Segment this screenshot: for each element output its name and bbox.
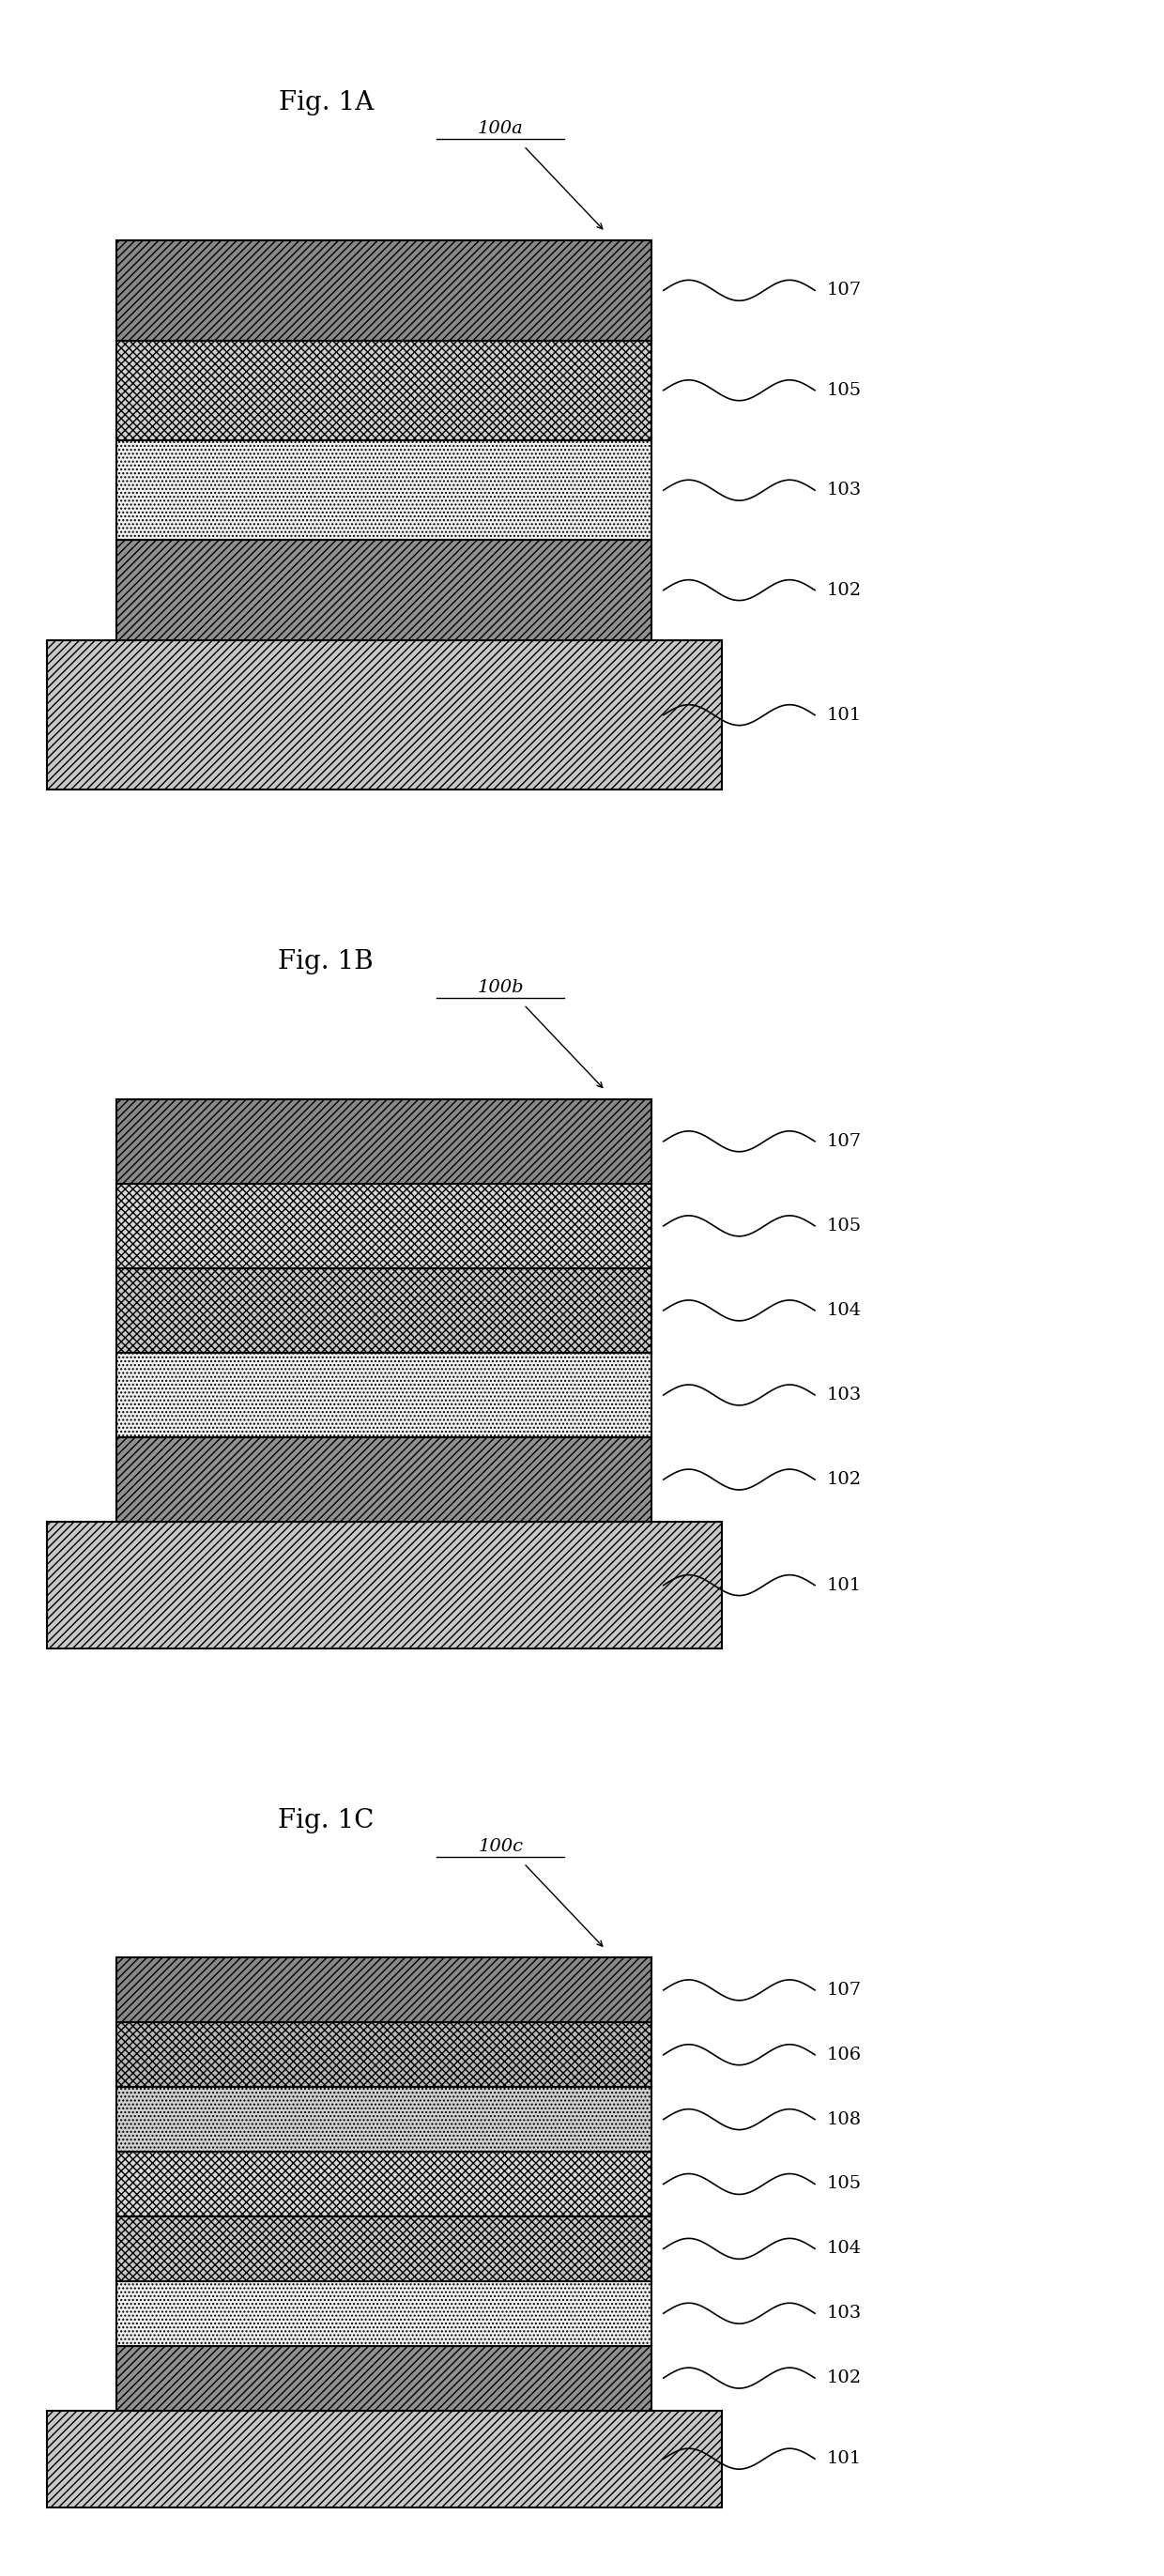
Bar — [116, 2347, 652, 2411]
Text: 104: 104 — [826, 1301, 861, 1319]
Text: Fig. 1A: Fig. 1A — [278, 90, 374, 116]
Text: 107: 107 — [826, 1133, 861, 1149]
Text: 103: 103 — [826, 482, 861, 500]
Text: 103: 103 — [826, 2306, 861, 2321]
Bar — [47, 639, 722, 791]
Bar — [116, 1437, 652, 1522]
Bar — [116, 1100, 652, 1182]
Bar — [116, 1352, 652, 1437]
Text: 101: 101 — [826, 1577, 861, 1595]
Bar — [116, 2022, 652, 2087]
Bar — [116, 240, 652, 340]
Bar — [116, 1182, 652, 1267]
Text: 107: 107 — [826, 281, 861, 299]
Text: 101: 101 — [826, 2450, 861, 2468]
Text: 102: 102 — [826, 1471, 861, 1489]
Text: 105: 105 — [826, 2177, 861, 2192]
Text: Fig. 1B: Fig. 1B — [278, 948, 374, 974]
Bar — [47, 1522, 722, 1649]
Bar — [116, 1267, 652, 1352]
Text: 104: 104 — [826, 2241, 861, 2257]
Bar — [116, 2280, 652, 2347]
Text: 102: 102 — [826, 582, 861, 598]
Bar — [116, 2087, 652, 2151]
Text: 102: 102 — [826, 2370, 861, 2385]
Text: 100c: 100c — [478, 1837, 523, 1855]
Bar — [116, 2215, 652, 2280]
Text: 105: 105 — [826, 381, 861, 399]
Bar — [116, 340, 652, 440]
Text: 107: 107 — [826, 1981, 861, 1999]
Text: 105: 105 — [826, 1218, 861, 1234]
Text: 106: 106 — [826, 2045, 861, 2063]
Bar — [116, 440, 652, 541]
Bar — [47, 2411, 722, 2506]
Text: 100b: 100b — [477, 979, 524, 997]
Bar — [116, 541, 652, 639]
Text: 100a: 100a — [477, 121, 524, 137]
Text: 101: 101 — [826, 706, 861, 724]
Bar — [116, 1958, 652, 2022]
Text: 108: 108 — [826, 2110, 861, 2128]
Text: 103: 103 — [826, 1386, 861, 1404]
Text: Fig. 1C: Fig. 1C — [278, 1808, 374, 1834]
Bar — [116, 2151, 652, 2215]
